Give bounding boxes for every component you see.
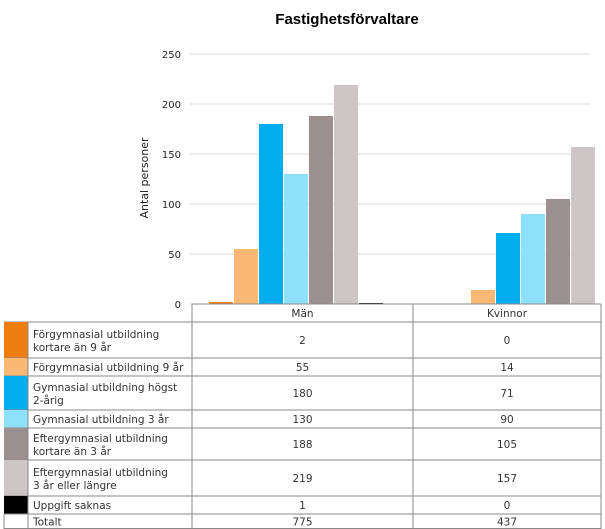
legend-swatch bbox=[4, 322, 28, 358]
bar bbox=[234, 249, 258, 304]
data-cell: 0 bbox=[504, 335, 511, 347]
legend-label: Gymnasial utbildning högst bbox=[33, 382, 177, 394]
bar bbox=[496, 233, 520, 304]
bar bbox=[259, 124, 283, 304]
bar bbox=[309, 116, 333, 304]
legend-label: Eftergymnasial utbildning bbox=[33, 467, 168, 479]
y-tick-label: 200 bbox=[162, 100, 181, 111]
data-cell: 90 bbox=[500, 414, 513, 426]
bar bbox=[284, 174, 308, 304]
legend-label: 2-årig bbox=[33, 394, 64, 407]
legend-label: Förgymnasial utbildning bbox=[33, 329, 159, 341]
bar bbox=[571, 147, 595, 304]
data-cell: 180 bbox=[292, 388, 312, 400]
bar bbox=[546, 199, 570, 304]
legend-label: Förgymnasial utbildning 9 år bbox=[33, 361, 184, 374]
data-cell: 2 bbox=[299, 335, 306, 347]
legend-label: kortare än 3 år bbox=[33, 445, 112, 458]
legend-label: Eftergymnasial utbildning bbox=[33, 433, 168, 445]
y-tick-label: 150 bbox=[162, 150, 181, 161]
chart-title: Fastighetsförvaltare bbox=[275, 11, 418, 28]
legend-swatch bbox=[4, 496, 28, 514]
legend-label: Uppgift saknas bbox=[33, 500, 111, 512]
category-label: Män bbox=[291, 308, 313, 320]
legend-swatch bbox=[4, 376, 28, 410]
bar bbox=[471, 290, 495, 304]
legend-label: Totalt bbox=[32, 517, 62, 529]
y-tick-label: 0 bbox=[175, 300, 181, 311]
data-cell: 1 bbox=[299, 500, 306, 512]
data-cell: 14 bbox=[500, 362, 514, 374]
data-cell: 188 bbox=[292, 439, 312, 451]
data-cell: 105 bbox=[497, 439, 517, 451]
legend-label: Gymnasial utbildning 3 år bbox=[33, 413, 169, 426]
data-cell: 775 bbox=[292, 517, 312, 529]
data-cell: 130 bbox=[292, 414, 312, 426]
y-tick-label: 50 bbox=[168, 250, 181, 261]
legend-swatch bbox=[4, 410, 28, 428]
y-axis-label: Antal personer bbox=[138, 137, 151, 219]
legend-label: kortare än 9 år bbox=[33, 341, 112, 354]
data-cell: 55 bbox=[296, 362, 309, 374]
y-tick-label: 100 bbox=[162, 200, 181, 211]
data-cell: 0 bbox=[504, 500, 511, 512]
legend-swatch bbox=[4, 460, 28, 496]
y-tick-label: 250 bbox=[162, 50, 181, 61]
data-cell: 157 bbox=[497, 473, 517, 485]
legend-swatch bbox=[4, 358, 28, 376]
legend-label: 3 år eller längre bbox=[33, 479, 117, 492]
category-label: Kvinnor bbox=[487, 308, 528, 320]
data-cell: 437 bbox=[497, 517, 517, 529]
data-cell: 71 bbox=[500, 388, 513, 400]
data-cell: 219 bbox=[292, 473, 312, 485]
bar bbox=[521, 214, 545, 304]
bar bbox=[334, 85, 358, 304]
bar bbox=[209, 302, 233, 304]
legend-swatch bbox=[4, 428, 28, 460]
